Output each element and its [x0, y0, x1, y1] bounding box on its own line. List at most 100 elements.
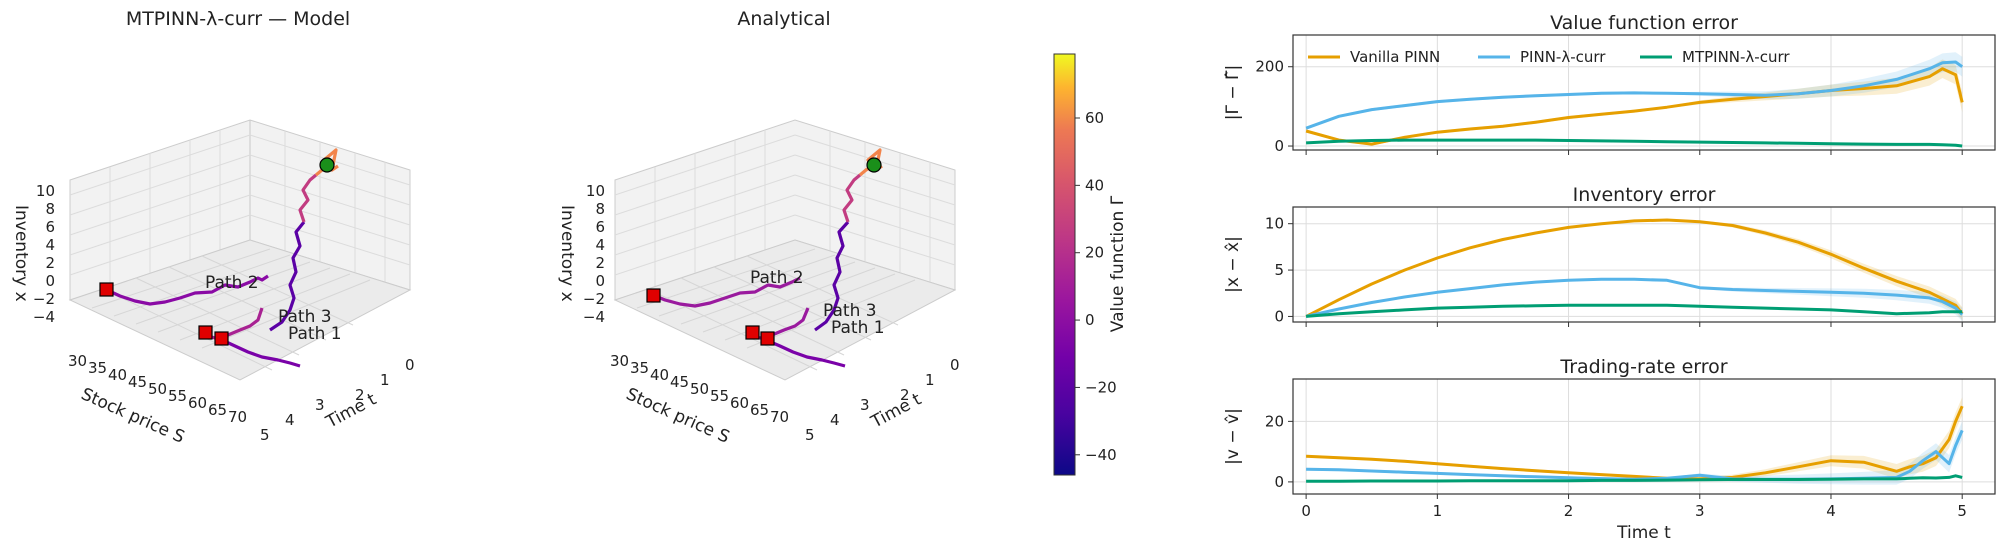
t-axis-ticks: 0 1 2 3 4 5: [260, 356, 415, 444]
panel-title: MTPINN-λ-curr — Model: [126, 8, 350, 30]
colorbar-label: Value function Γ: [1108, 195, 1128, 332]
end-marker: [198, 325, 213, 340]
x-tick-label: 5: [1957, 502, 1967, 520]
tick-label: 3: [315, 396, 325, 414]
pane-grid: [614, 130, 956, 287]
tick-label: −4: [583, 308, 605, 326]
tick-label: 2: [595, 254, 605, 272]
surface-panel-model: MTPINN-λ-curr — Model 1 0 8: [11, 8, 415, 448]
tick-label: 4: [285, 411, 295, 429]
x-tick-label: 1: [1433, 502, 1443, 520]
series-line-2: [1305, 303, 1963, 318]
panel-title: Analytical: [737, 8, 830, 30]
tick-label: 30: [68, 352, 87, 370]
tick-label: 0: [950, 356, 960, 374]
tick-label: 70: [228, 408, 247, 426]
colorbar-tick-label: 20: [1085, 244, 1104, 262]
tick-label: 2: [900, 386, 910, 404]
tick-label: −4: [33, 308, 55, 326]
tick-label: 8: [595, 200, 605, 218]
plot-frame: [1292, 34, 1996, 151]
path-2-trajectory: [652, 276, 801, 308]
main-trajectory-upper: [842, 173, 862, 223]
path-1-trajectory: [765, 338, 846, 368]
tick-label: 4: [45, 236, 55, 254]
main-trajectory: [814, 220, 850, 332]
end-marker: [99, 282, 114, 297]
path-label: Path 2: [205, 273, 259, 293]
t-axis-ticks: 0 1 2 3 4 5: [805, 356, 960, 444]
tick-label: 45: [128, 373, 147, 391]
tick-label: 40: [108, 366, 127, 384]
tick-label: 2: [355, 386, 365, 404]
tick-label: 6: [45, 218, 55, 236]
tick-label: 55: [168, 387, 187, 405]
tick-label: 60: [188, 394, 207, 412]
x-tick-label: 0: [1301, 502, 1311, 520]
colorbar-tick-label: 0: [1085, 311, 1095, 329]
series-line-2: [1306, 474, 1963, 483]
panel-title: Trading-rate error: [1559, 356, 1727, 378]
confidence-band: [1306, 278, 1963, 322]
y-tick-label: 200: [1255, 58, 1284, 76]
legend-label: PINN-λ-curr: [1520, 48, 1606, 66]
tick-label: 50: [148, 380, 167, 398]
confidence-band: [1306, 219, 1963, 321]
tick-label: 0: [595, 272, 605, 290]
series-line-0: [1305, 67, 1964, 146]
x-axis-ticks: 10 8 6 4 2 0 −2 −4: [33, 182, 55, 326]
tick-label: 55: [710, 387, 729, 405]
tick-label: 30: [610, 352, 629, 370]
tick-label: 5: [260, 426, 270, 444]
path-3-trajectory: [749, 307, 810, 340]
tick-label: 35: [630, 359, 649, 377]
legend-label: Vanilla PINN: [1350, 48, 1440, 66]
legend: Vanilla PINN PINN-λ-curr MTPINN-λ-curr: [1308, 48, 1790, 66]
series-line-2: [1306, 138, 1963, 148]
y-axis-label: |Γ − Γ̂|: [1223, 65, 1243, 120]
tick-label: 35: [88, 359, 107, 377]
start-marker: [319, 157, 335, 173]
tick-label: 65: [750, 401, 769, 419]
confidence-band: [1306, 397, 1963, 481]
plot-frame: [1292, 378, 1996, 495]
s-axis-ticks: 30 35 40 45 50 55 60 65 70: [68, 352, 247, 426]
plot-frame: [1292, 206, 1996, 323]
error-panel-1: Inventory error 10 5 0 |x − x̂|: [1223, 184, 1996, 327]
path-label: Path 2: [750, 268, 804, 288]
tick-label: 70: [770, 408, 789, 426]
x-tick-label: 4: [1826, 502, 1836, 520]
tick-label: 8: [45, 200, 55, 218]
path-label: Path 3: [278, 307, 332, 327]
tick-label: 60: [730, 394, 749, 412]
colorbar: 60 40 20 0 −20 −40 Value function Γ: [1053, 53, 1128, 476]
tick-label: 2: [45, 254, 55, 272]
tick-label: 10: [586, 182, 605, 200]
x-tick-label: 3: [1695, 502, 1705, 520]
confidence-band: [1306, 59, 1963, 146]
tick-label: 5: [805, 426, 815, 444]
path-1-trajectory: [221, 338, 301, 368]
y-tick-label: 5: [1274, 261, 1284, 279]
tick-label: 3: [860, 396, 870, 414]
tick-label: 65: [208, 401, 227, 419]
panel-title: Value function error: [1550, 12, 1738, 34]
y-tick-label: 0: [1274, 473, 1284, 491]
start-marker: [866, 157, 882, 173]
tick-label: 50: [690, 380, 709, 398]
tick-label: 0: [45, 272, 55, 290]
series-line-1: [1306, 429, 1964, 481]
end-marker: [745, 325, 760, 340]
colorbar-tick-label: −20: [1085, 378, 1117, 396]
tick-label: 1: [380, 371, 390, 389]
floor-pane: [613, 239, 957, 381]
pane-grid: [69, 130, 411, 287]
path-2-trajectory: [106, 274, 269, 306]
z-axis-label: Inventory x: [11, 205, 31, 302]
y-tick-label: 10: [1265, 215, 1284, 233]
tick-label: 1: [925, 371, 935, 389]
series-line-1: [1305, 277, 1964, 318]
t-axis-label: Time t: [867, 389, 925, 432]
trajectories: [652, 148, 883, 368]
